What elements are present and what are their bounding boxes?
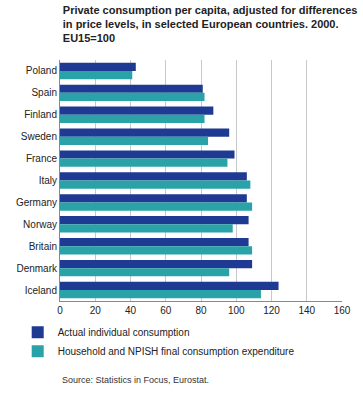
- svg-text:Household and NPISH final cons: Household and NPISH final consumption ex…: [58, 346, 295, 357]
- svg-text:France: France: [26, 153, 58, 164]
- svg-text:0: 0: [57, 305, 63, 316]
- svg-text:Spain: Spain: [31, 87, 57, 98]
- svg-text:Actual individual consumption: Actual individual consumption: [58, 327, 190, 338]
- svg-text:20: 20: [90, 305, 102, 316]
- svg-text:140: 140: [298, 305, 315, 316]
- svg-text:Source: Statistics in Focus, E: Source: Statistics in Focus, Eurostat.: [62, 375, 209, 385]
- svg-text:40: 40: [125, 305, 137, 316]
- svg-text:60: 60: [160, 305, 172, 316]
- svg-text:Private consumption per capita: Private consumption per capita, adjusted…: [63, 4, 358, 45]
- svg-text:Italy: Italy: [39, 175, 57, 186]
- svg-text:Germany: Germany: [16, 197, 57, 208]
- svg-text:Iceland: Iceland: [25, 285, 57, 296]
- svg-text:Sweden: Sweden: [21, 131, 57, 142]
- svg-text:Poland: Poland: [26, 65, 57, 76]
- svg-text:80: 80: [195, 305, 207, 316]
- svg-text:120: 120: [263, 305, 280, 316]
- svg-text:Britain: Britain: [29, 241, 57, 252]
- svg-text:160: 160: [334, 305, 351, 316]
- svg-text:Norway: Norway: [23, 219, 57, 230]
- svg-text:Denmark: Denmark: [16, 263, 58, 274]
- svg-text:Finland: Finland: [24, 109, 57, 120]
- svg-text:100: 100: [228, 305, 245, 316]
